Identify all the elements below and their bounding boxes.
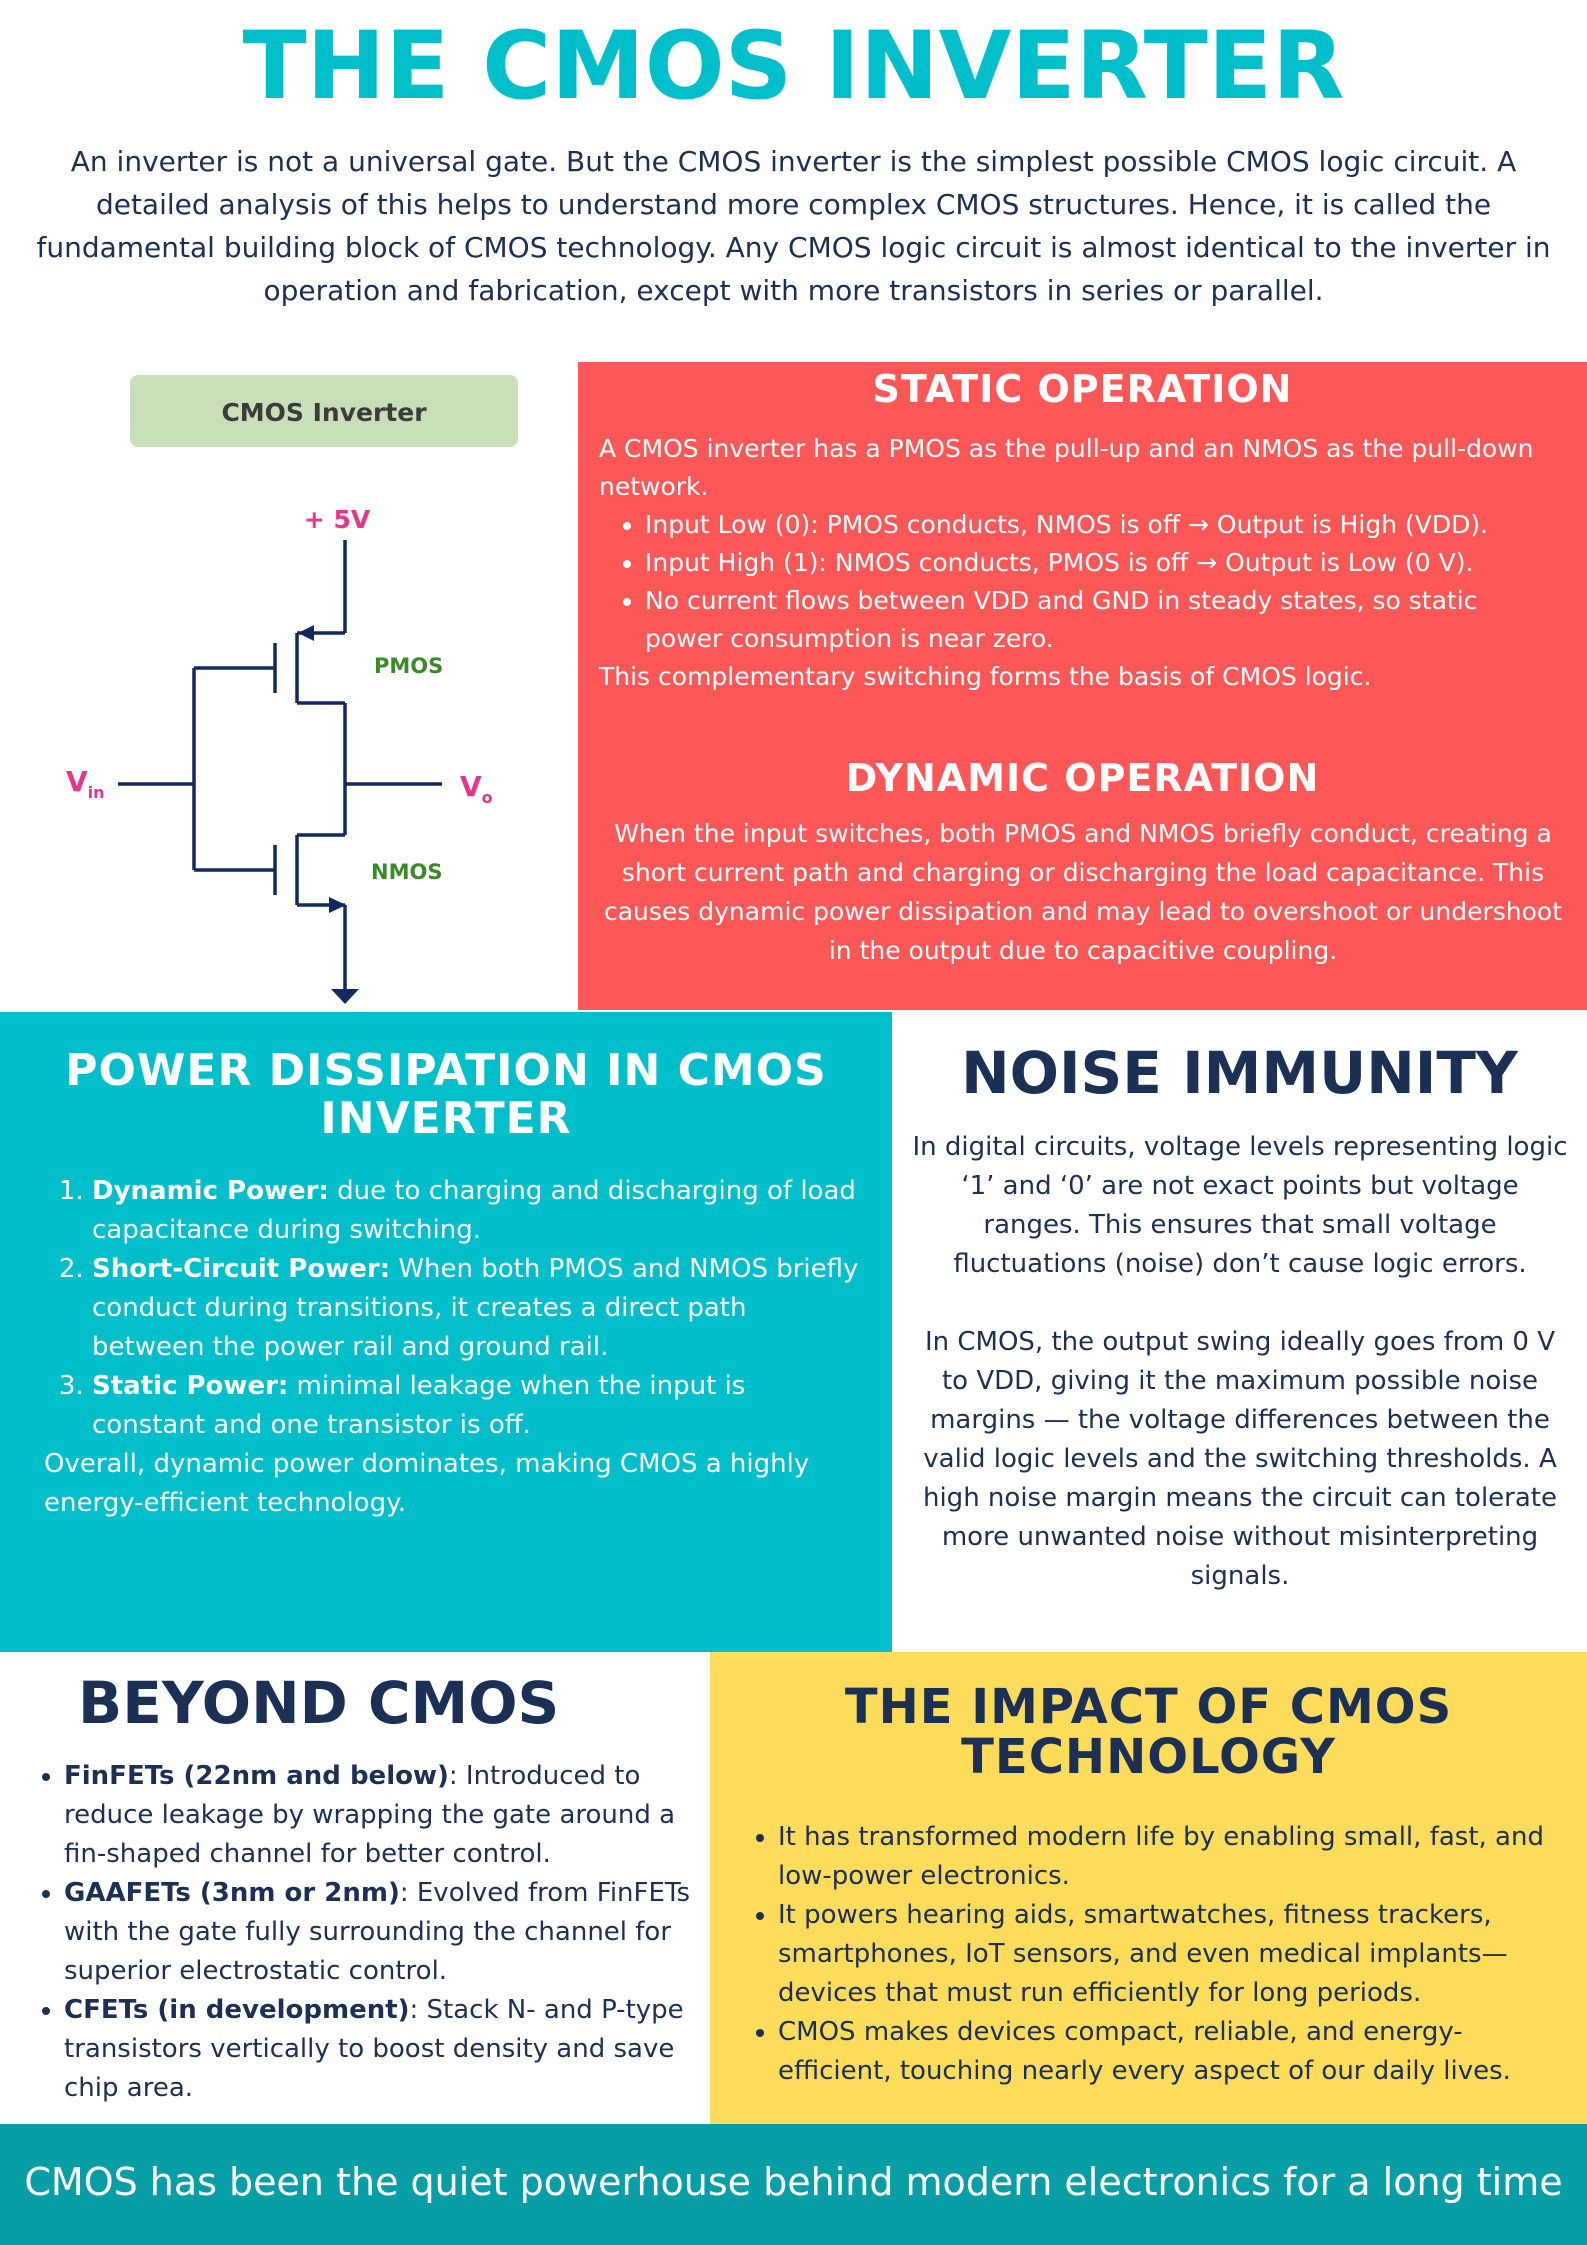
static-dynamic-panel: STATIC OPERATION A CMOS inverter has a P… [578, 362, 1587, 1010]
static-operation-heading: STATIC OPERATION [872, 367, 1293, 411]
static-lead: A CMOS inverter has a PMOS as the pull-u… [599, 434, 1534, 501]
beyond-list: FinFETs (22nm and below): Introduced to … [22, 1757, 692, 2108]
static-bullet-list: Input Low (0): PMOS conducts, NMOS is of… [599, 506, 1559, 658]
dynamic-operation-heading: DYNAMIC OPERATION [845, 756, 1320, 800]
nmos-label: NMOS [371, 860, 442, 884]
vout-label: Vo [460, 770, 493, 807]
ground-icon [331, 989, 359, 1004]
list-item: Input Low (0): PMOS conducts, NMOS is of… [645, 506, 1559, 544]
beyond-cmos-body: FinFETs (22nm and below): Introduced to … [22, 1757, 692, 2108]
list-item: Dynamic Power: due to charging and disch… [92, 1172, 864, 1250]
nmos-arrow-icon [329, 897, 346, 913]
page-title: THE CMOS INVERTER [242, 12, 1345, 121]
vin-label: Vin [66, 765, 105, 802]
cmos-inverter-diagram: CMOS Inverter + 5V PMOS Vo NMOS Vin [30, 360, 570, 1010]
vdd-label: + 5V [304, 505, 371, 534]
impact-body: It has transformed modern life by enabli… [736, 1818, 1566, 2091]
footer-text: CMOS has been the quiet powerhouse behin… [24, 2160, 1563, 2204]
pmos-label: PMOS [374, 654, 443, 678]
list-item: Static Power: minimal leakage when the i… [92, 1367, 864, 1445]
list-item: Input High (1): NMOS conducts, PMOS is o… [645, 544, 1559, 582]
list-item: Short-Circuit Power: When both PMOS and … [92, 1250, 864, 1367]
power-dissipation-panel: POWER DISSIPATION IN CMOS INVERTER Dynam… [0, 1012, 892, 1652]
pmos-arrow-icon [298, 625, 314, 641]
diagram-title-box [130, 375, 518, 447]
impact-panel: THE IMPACT OF CMOS TECHNOLOGY It has tra… [710, 1652, 1587, 2124]
power-dissipation-heading: POWER DISSIPATION IN CMOS INVERTER [65, 1045, 827, 1144]
inverter-schematic: CMOS Inverter + 5V PMOS Vo NMOS Vin [66, 375, 518, 1004]
noise-immunity-body: In digital circuits, voltage levels repr… [910, 1128, 1570, 1596]
beyond-cmos-panel: BEYOND CMOS FinFETs (22nm and below): In… [0, 1652, 710, 2124]
dynamic-operation-body: When the input switches, both PMOS and N… [603, 819, 1563, 965]
beyond-cmos-heading: BEYOND CMOS [78, 1669, 560, 1737]
list-item: It powers hearing aids, smartwatches, fi… [778, 1896, 1566, 2013]
footer-banner: CMOS has been the quiet powerhouse behin… [0, 2124, 1587, 2245]
impact-heading: THE IMPACT OF CMOS TECHNOLOGY [844, 1679, 1453, 1785]
intro-paragraph: An inverter is not a universal gate. But… [36, 145, 1551, 307]
list-item: No current flows between VDD and GND in … [645, 582, 1559, 658]
list-item: It has transformed modern life by enabli… [778, 1818, 1566, 1896]
list-item: FinFETs (22nm and below): Introduced to … [64, 1757, 692, 1874]
power-closing: Overall, dynamic power dominates, making… [44, 1449, 810, 1518]
noise-paragraph-1: In digital circuits, voltage levels repr… [912, 1132, 1568, 1279]
list-item: CFETs (in development): Stack N- and P-t… [64, 1991, 692, 2108]
power-dissipation-body: Dynamic Power: due to charging and disch… [44, 1172, 864, 1523]
list-item: CMOS makes devices compact, reliable, an… [778, 2013, 1566, 2091]
noise-paragraph-2: In CMOS, the output swing ideally goes f… [922, 1327, 1557, 1591]
static-closing: This complementary switching forms the b… [599, 662, 1372, 691]
static-operation-body: A CMOS inverter has a PMOS as the pull-u… [599, 430, 1559, 696]
noise-immunity-panel: NOISE IMMUNITY In digital circuits, volt… [892, 1012, 1587, 1652]
noise-immunity-heading: NOISE IMMUNITY [961, 1039, 1518, 1107]
impact-list: It has transformed modern life by enabli… [736, 1818, 1566, 2091]
list-item: GAAFETs (3nm or 2nm): Evolved from FinFE… [64, 1874, 692, 1991]
diagram-title: CMOS Inverter [221, 398, 427, 427]
power-list: Dynamic Power: due to charging and disch… [44, 1172, 864, 1445]
